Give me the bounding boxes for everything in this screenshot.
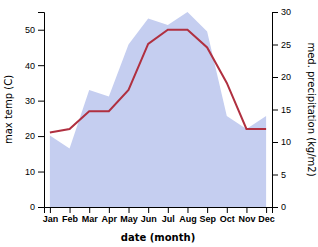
tick: Aug	[179, 207, 197, 224]
tick: 50	[25, 25, 44, 35]
tick-label: Jun	[141, 214, 157, 224]
tick: 40	[25, 61, 44, 71]
tick-mark	[207, 207, 208, 213]
tick-mark	[50, 207, 51, 213]
tick: Sep	[199, 207, 216, 224]
tick-label: 0	[30, 202, 35, 212]
x-axis: JanFebMarAprMayJun Jul AugSep OctNovDec	[43, 207, 275, 224]
tick-mark	[187, 207, 188, 213]
tick-mark	[38, 30, 44, 31]
tick: 20	[25, 131, 44, 141]
tick-label: Feb	[62, 214, 79, 224]
tick-label: 5	[281, 170, 286, 180]
y-axis-title: max temp (C)	[3, 75, 14, 144]
tick: 0	[30, 202, 44, 212]
tick: 5	[272, 170, 286, 180]
tick-label: 30	[25, 96, 35, 106]
tick-mark	[266, 207, 267, 213]
tick-label: 0	[281, 202, 286, 212]
tick-label: Jan	[43, 214, 59, 224]
tick: Apr	[102, 207, 118, 224]
tick-label: Mar	[82, 214, 99, 224]
area	[50, 12, 266, 207]
tick: Dec	[258, 207, 275, 224]
axis-line	[38, 13, 45, 208]
y2-axis-title: med. precipitation (kg/m2)	[306, 42, 317, 176]
tick-label: 40	[25, 61, 35, 71]
tick-label: May	[120, 214, 138, 224]
tick-label: Jul	[162, 214, 175, 224]
tick-label: 20	[281, 72, 291, 82]
tick-mark	[109, 207, 110, 213]
y-axis: 0 10 20 30 40 50	[25, 13, 45, 213]
tick: Oct	[220, 207, 235, 224]
tick: 10	[272, 137, 291, 147]
tick-mark	[272, 175, 278, 176]
tick: 15	[272, 105, 291, 115]
tick: 10	[25, 167, 44, 177]
tick: Nov	[238, 207, 255, 224]
tick-label: 25	[281, 40, 291, 50]
tick-label: 50	[25, 25, 35, 35]
tick-mark	[38, 172, 44, 173]
tick-mark	[38, 207, 44, 208]
tick-label: Oct	[220, 214, 235, 224]
tick-mark	[38, 65, 44, 66]
tick-label: 20	[25, 131, 35, 141]
tick-mark	[272, 12, 278, 13]
chart: JanFebMarAprMayJun Jul AugSep OctNovDec 0 10 2…	[0, 0, 318, 247]
tick-label: 30	[281, 7, 291, 17]
tick-mark	[227, 207, 228, 213]
tick-mark	[272, 142, 278, 143]
tick-mark	[38, 101, 44, 102]
tick-mark	[168, 207, 169, 213]
tick-label: 10	[25, 167, 35, 177]
tick-mark	[272, 45, 278, 46]
marks	[50, 12, 266, 207]
tick-mark	[272, 110, 278, 111]
tick-label: Aug	[179, 214, 197, 224]
tick-label: Nov	[238, 214, 255, 224]
tick-mark	[272, 207, 278, 208]
axis-line	[273, 13, 279, 208]
tick-label: Dec	[258, 214, 275, 224]
tick-mark	[70, 207, 71, 213]
tick: 20	[272, 72, 291, 82]
tick: 25	[272, 40, 291, 50]
tick: 0	[272, 202, 286, 212]
tick-mark	[129, 207, 130, 213]
tick-label: 15	[281, 105, 291, 115]
axis-line	[45, 208, 273, 214]
tick-label: 10	[281, 137, 291, 147]
line	[50, 30, 266, 133]
tick: Jul	[162, 207, 175, 224]
plot-area: JanFebMarAprMayJun Jul AugSep OctNovDec 0 10 2…	[25, 7, 291, 224]
tick: 30	[272, 7, 291, 17]
y2-axis: 0 5 10 15 20 25 30	[272, 7, 291, 212]
tick: Mar	[82, 207, 99, 224]
tick-mark	[38, 136, 44, 137]
tick: May	[120, 207, 138, 224]
tick-mark	[246, 207, 247, 213]
tick-mark	[148, 207, 149, 213]
tick: Jun	[141, 207, 157, 224]
tick-label: Apr	[102, 214, 118, 224]
tick: Jan	[43, 207, 59, 224]
tick: Feb	[62, 207, 79, 224]
tick-label: Sep	[199, 214, 216, 224]
x-axis-title: date (month)	[121, 232, 195, 243]
tick-mark	[272, 77, 278, 78]
tick-mark	[89, 207, 90, 213]
tick: 30	[25, 96, 44, 106]
